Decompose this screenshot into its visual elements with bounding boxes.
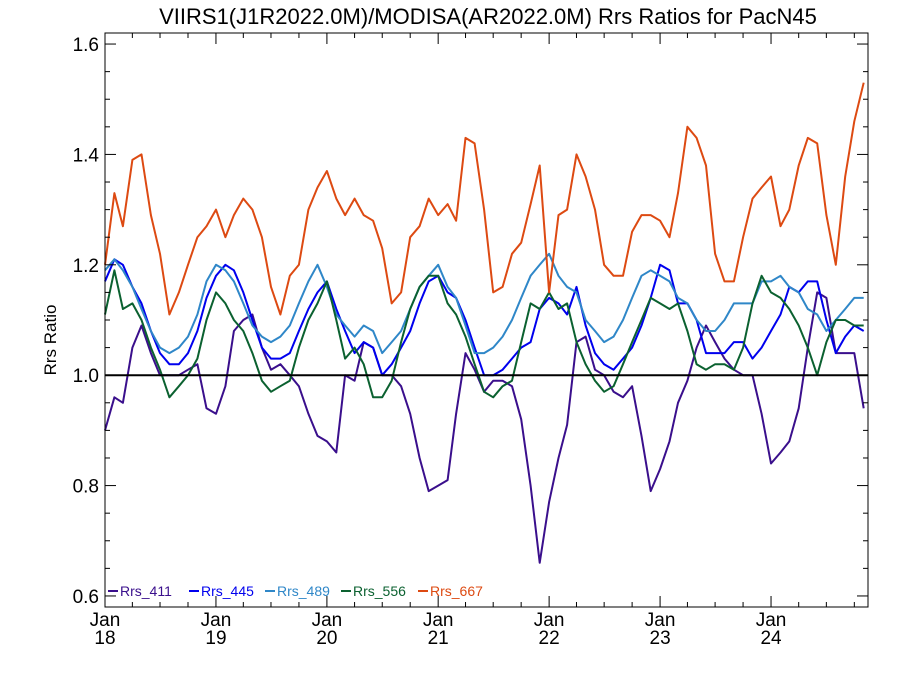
y-tick-label: 0.8 xyxy=(73,477,99,498)
x-tick-label-month: Jan xyxy=(756,610,787,631)
x-tick-label-year: 22 xyxy=(539,628,560,649)
x-tick-label-month: Jan xyxy=(534,610,565,631)
x-tick-label-month: Jan xyxy=(312,610,343,631)
y-tick-label: 0.6 xyxy=(73,587,99,608)
x-tick-label-year: 18 xyxy=(94,628,115,649)
x-tick-label-year: 19 xyxy=(205,628,226,649)
x-tick-label-month: Jan xyxy=(201,610,232,631)
series-line-rrs-556 xyxy=(104,269,864,399)
plot-area: 0.60.81.01.21.41.6Jan18Jan19Jan20Jan21Ja… xyxy=(73,32,869,649)
x-tick-label-year: 21 xyxy=(428,628,449,649)
x-tick-label-year: 20 xyxy=(316,628,337,649)
y-axis-label: Rrs Ratio xyxy=(41,305,60,376)
y-tick-label: 1.4 xyxy=(73,145,100,166)
legend-entry: Rrs_667 xyxy=(430,583,483,599)
legend-entry: Rrs_411 xyxy=(120,583,172,599)
series-line-rrs-667 xyxy=(104,82,865,316)
x-tick-label-year: 24 xyxy=(760,628,782,649)
x-tick-label-month: Jan xyxy=(90,610,121,631)
legend-entry: Rrs_489 xyxy=(277,583,330,599)
y-tick-label: 1.0 xyxy=(73,366,99,387)
legend-entry: Rrs_556 xyxy=(353,583,406,599)
x-tick-label-month: Jan xyxy=(423,610,454,631)
series-line-rrs-489 xyxy=(104,252,864,355)
plot-frame xyxy=(104,32,869,608)
chart-title: VIIRS1(J1R2022.0M)/MODISA(AR2022.0M) Rrs… xyxy=(159,4,817,29)
y-tick-label: 1.2 xyxy=(73,256,99,277)
series-line-rrs-411 xyxy=(104,291,865,564)
x-tick-label-year: 23 xyxy=(650,628,671,649)
legend-entry: Rrs_445 xyxy=(201,583,254,599)
y-tick-label: 1.6 xyxy=(73,35,99,56)
x-tick-label-month: Jan xyxy=(645,610,676,631)
